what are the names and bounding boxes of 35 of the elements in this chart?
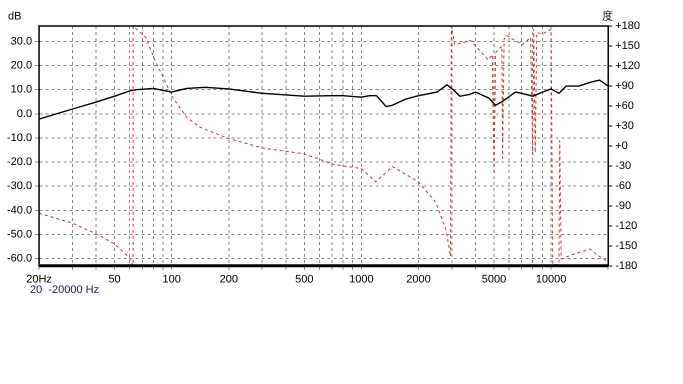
y-tick-label: -20.0 bbox=[6, 156, 32, 168]
x-tick-label: 20Hz bbox=[26, 273, 52, 286]
y2-tick-label: -90 bbox=[615, 200, 632, 212]
x-tick-label: 10000 bbox=[536, 273, 566, 286]
y2-tick-label: -180 bbox=[615, 260, 638, 272]
y-axis-title: dB bbox=[8, 10, 22, 23]
x-tick-label: 50 bbox=[108, 273, 121, 286]
x-tick-label: 2000 bbox=[406, 273, 431, 286]
x-tick-label: 200 bbox=[220, 273, 238, 286]
y-tick-label: -30.0 bbox=[6, 180, 32, 192]
x-tick-label: 500 bbox=[295, 273, 314, 286]
y-tick-label: 20.0 bbox=[10, 60, 32, 72]
y2-tick-label: +0 bbox=[615, 140, 628, 152]
y2-tick-label: +180 bbox=[615, 20, 640, 32]
y2-tick-label: +90 bbox=[615, 80, 634, 92]
y-tick-label: -40.0 bbox=[6, 204, 32, 216]
y2-tick-label: -60 bbox=[615, 180, 632, 192]
y2-axis-title: 度 bbox=[602, 10, 613, 23]
x-tick-label: 1000 bbox=[349, 273, 374, 286]
y2-tick-label: +30 bbox=[615, 120, 634, 132]
y2-tick-label: -30 bbox=[615, 160, 632, 172]
y2-tick-label: +120 bbox=[615, 60, 640, 72]
y-tick-label: -60.0 bbox=[6, 252, 32, 265]
y2-tick-label: -150 bbox=[615, 240, 638, 252]
y-tick-label: 10.0 bbox=[10, 84, 32, 96]
x-tick-label: 5000 bbox=[482, 273, 506, 286]
y2-tick-label: +60 bbox=[615, 100, 634, 112]
y-tick-label: -50.0 bbox=[6, 228, 32, 240]
y-tick-label: 0.0 bbox=[16, 108, 32, 120]
y2-tick-label: -120 bbox=[615, 220, 638, 232]
y-tick-label: 30.0 bbox=[10, 35, 32, 48]
text: 20 -20000 Hz bbox=[30, 284, 100, 296]
x-tick-label: 100 bbox=[162, 273, 181, 286]
y2-tick-label: +150 bbox=[615, 40, 640, 52]
y-tick-label: -10.0 bbox=[6, 132, 32, 144]
